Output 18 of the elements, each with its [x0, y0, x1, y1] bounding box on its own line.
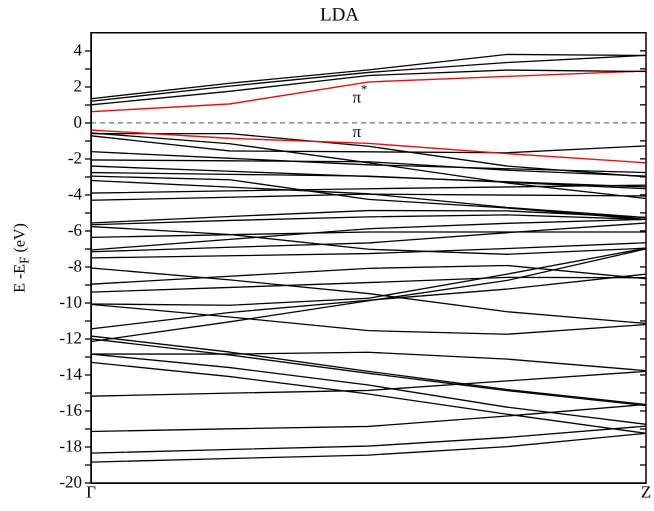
y-tick-label: 4	[74, 40, 82, 60]
y-tick-label: -16	[59, 400, 82, 420]
y-tick-label: -6	[68, 220, 82, 240]
y-tick-label: -4	[68, 184, 82, 204]
y-tick-label: -2	[68, 148, 82, 168]
y-tick-label: -8	[68, 256, 82, 276]
y-tick-label: -20	[59, 472, 82, 492]
y-tick-label: -10	[59, 292, 82, 312]
y-tick-label: -18	[59, 436, 82, 456]
x-tick-label: Z	[640, 482, 652, 502]
y-tick-label: 2	[74, 76, 82, 96]
series-label: π*	[352, 82, 368, 106]
y-tick-label: 0	[74, 112, 82, 132]
y-tick-label: -14	[59, 364, 82, 384]
series-label: π	[352, 122, 362, 141]
chart-title: LDA	[320, 4, 360, 26]
y-tick-label: -12	[59, 328, 82, 348]
x-tick-label: Γ	[86, 482, 96, 502]
